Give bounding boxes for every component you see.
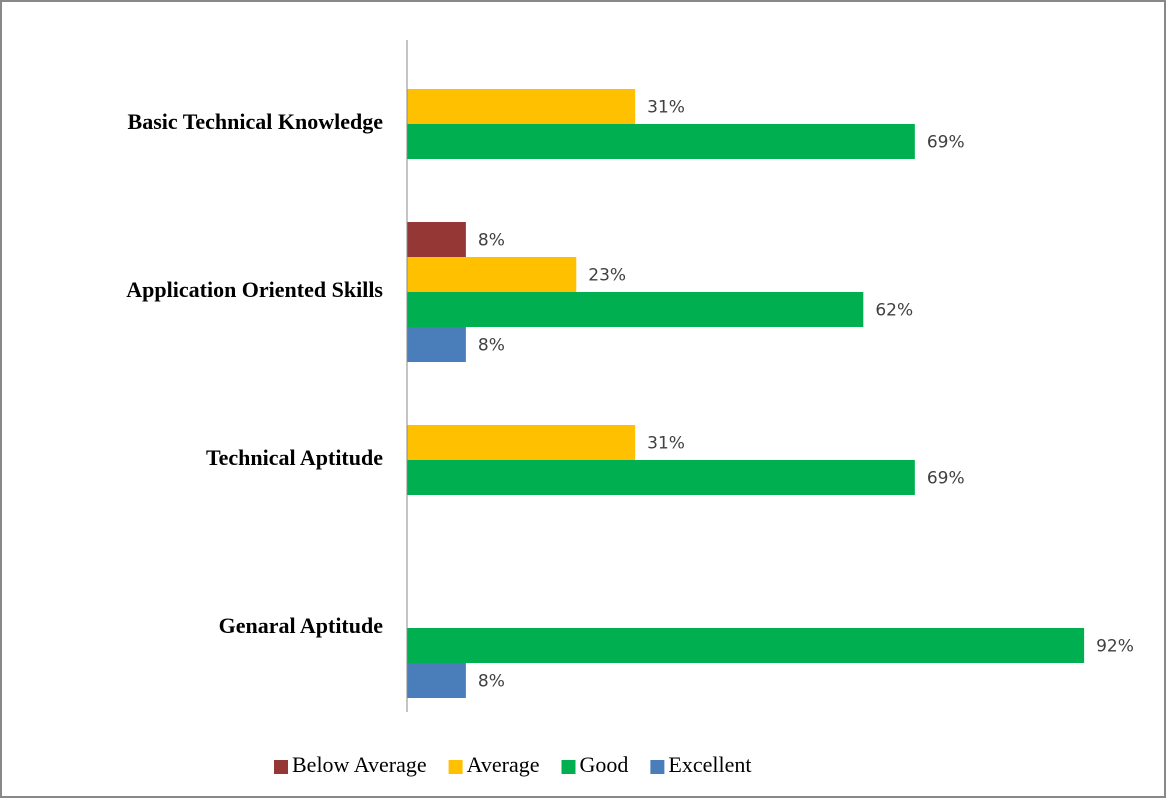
legend-label: Below Average: [292, 752, 427, 777]
bar: [407, 460, 915, 495]
bar: [407, 257, 577, 292]
bar: [407, 327, 466, 362]
category-label: Technical Aptitude: [206, 445, 383, 470]
legend-swatch: [448, 760, 463, 774]
legend-label: Good: [579, 752, 628, 777]
legend-label: Average: [467, 752, 540, 777]
data-label: 8%: [478, 336, 505, 356]
data-label: 8%: [478, 672, 505, 692]
data-label: 92%: [1096, 637, 1134, 657]
data-label: 31%: [647, 98, 685, 118]
category-label: Application Oriented Skills: [126, 277, 383, 302]
legend-swatch: [650, 760, 665, 774]
data-label: 8%: [478, 231, 505, 251]
legend-swatch: [274, 760, 288, 774]
bar: [407, 663, 466, 698]
bar: [407, 124, 915, 159]
bar: [407, 425, 636, 460]
bar: [407, 222, 466, 257]
bar: [407, 292, 864, 327]
legend-swatch: [561, 760, 576, 774]
data-label: 69%: [927, 469, 965, 489]
bar: [407, 628, 1085, 663]
category-label: Genaral Aptitude: [219, 613, 384, 638]
legend-label: Excellent: [668, 752, 751, 777]
data-label: 31%: [647, 434, 685, 454]
bar: [407, 89, 636, 124]
category-label: Basic Technical Knowledge: [128, 109, 384, 134]
data-label: 23%: [588, 266, 626, 286]
data-label: 69%: [927, 133, 965, 153]
data-label: 62%: [875, 301, 913, 321]
